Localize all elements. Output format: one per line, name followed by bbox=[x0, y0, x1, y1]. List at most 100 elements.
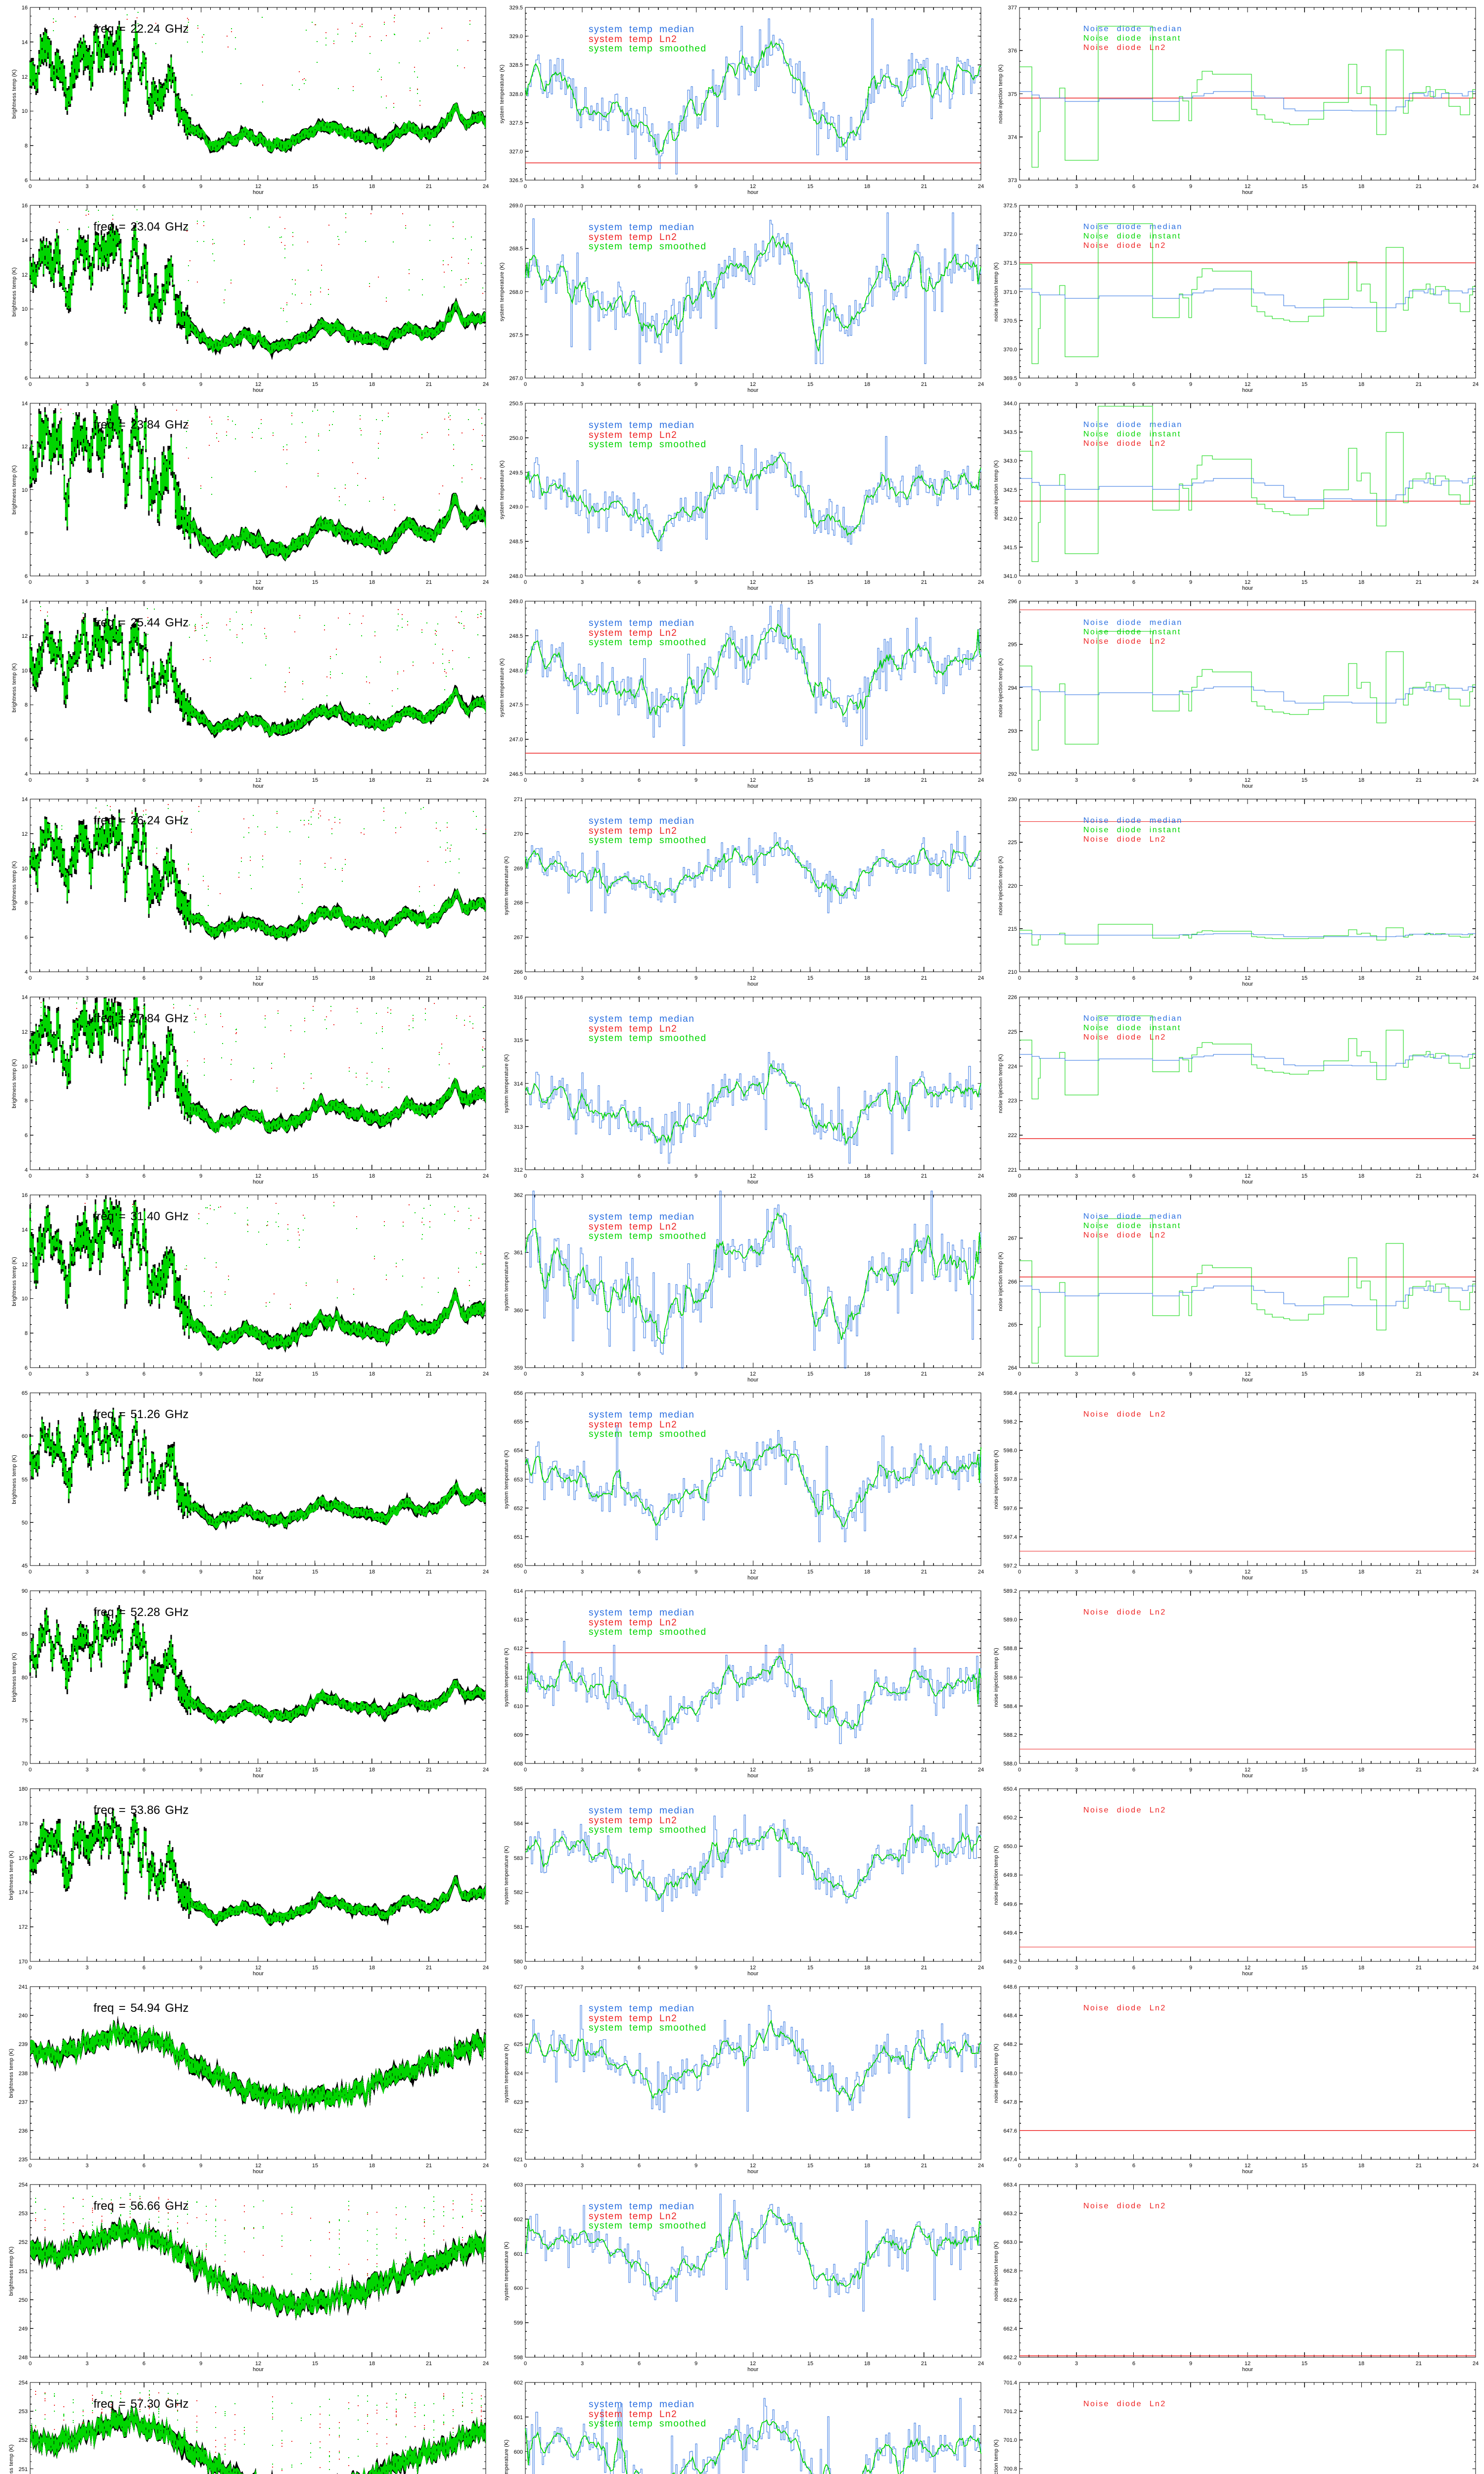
svg-text:238: 238 bbox=[19, 2071, 28, 2077]
svg-text:Noise diode Ln2: Noise diode Ln2 bbox=[1083, 2400, 1166, 2408]
svg-text:system temp median: system temp median bbox=[589, 618, 695, 628]
svg-text:6: 6 bbox=[25, 573, 28, 579]
svg-text:598.0: 598.0 bbox=[1003, 1448, 1017, 1454]
svg-text:Noise diode instant: Noise diode instant bbox=[1083, 430, 1181, 438]
svg-text:3: 3 bbox=[86, 1767, 89, 1773]
svg-text:0: 0 bbox=[29, 2163, 32, 2169]
svg-text:hour: hour bbox=[253, 1179, 264, 1185]
svg-text:45: 45 bbox=[22, 1563, 28, 1569]
svg-text:noise injection temp (K): noise injection temp (K) bbox=[998, 64, 1004, 124]
svg-text:hour: hour bbox=[747, 1575, 758, 1581]
svg-text:21: 21 bbox=[426, 2163, 432, 2169]
svg-text:noise injection temp (K): noise injection temp (K) bbox=[993, 2241, 999, 2301]
svg-text:613: 613 bbox=[514, 1617, 523, 1623]
svg-text:9: 9 bbox=[695, 381, 697, 387]
svg-text:626: 626 bbox=[514, 2013, 523, 2019]
svg-text:Noise diode Ln2: Noise diode Ln2 bbox=[1083, 1608, 1166, 1617]
svg-text:6: 6 bbox=[142, 1173, 145, 1179]
svg-text:24: 24 bbox=[483, 1569, 489, 1575]
svg-text:588.4: 588.4 bbox=[1003, 1704, 1017, 1710]
svg-text:freq = 26.24 GHz: freq = 26.24 GHz bbox=[93, 814, 188, 827]
svg-text:system temp median: system temp median bbox=[589, 1212, 695, 1222]
svg-text:6: 6 bbox=[142, 184, 145, 190]
svg-text:hour: hour bbox=[1242, 2169, 1253, 2175]
svg-text:15: 15 bbox=[807, 2361, 813, 2367]
svg-text:hour: hour bbox=[253, 981, 264, 987]
svg-text:654: 654 bbox=[514, 1448, 523, 1454]
svg-text:21: 21 bbox=[426, 381, 432, 387]
svg-text:system temp median: system temp median bbox=[589, 1608, 695, 1618]
svg-text:24: 24 bbox=[1473, 777, 1479, 783]
svg-text:24: 24 bbox=[1473, 1173, 1479, 1179]
svg-text:172: 172 bbox=[19, 1924, 28, 1930]
svg-text:system temp smoothed: system temp smoothed bbox=[589, 439, 706, 450]
svg-text:system temp smoothed: system temp smoothed bbox=[589, 1627, 706, 1637]
svg-text:662.6: 662.6 bbox=[1003, 2297, 1017, 2303]
svg-text:brightness temp (K): brightness temp (K) bbox=[8, 2048, 14, 2098]
svg-text:248.0: 248.0 bbox=[509, 573, 523, 579]
svg-text:3: 3 bbox=[581, 184, 584, 190]
svg-text:15: 15 bbox=[1301, 975, 1307, 981]
svg-text:343.5: 343.5 bbox=[1003, 429, 1017, 435]
svg-text:21: 21 bbox=[426, 2361, 432, 2367]
svg-text:601: 601 bbox=[514, 2415, 523, 2421]
svg-text:250.0: 250.0 bbox=[509, 435, 523, 441]
svg-text:12: 12 bbox=[750, 2361, 756, 2367]
svg-text:220: 220 bbox=[1008, 883, 1017, 889]
svg-text:18: 18 bbox=[369, 184, 375, 190]
svg-text:12: 12 bbox=[255, 1569, 261, 1575]
svg-text:12: 12 bbox=[255, 579, 261, 585]
svg-text:312: 312 bbox=[514, 1167, 523, 1173]
svg-text:313: 313 bbox=[514, 1124, 523, 1130]
svg-text:21: 21 bbox=[426, 975, 432, 981]
svg-text:600: 600 bbox=[514, 2285, 523, 2291]
svg-text:0: 0 bbox=[524, 1965, 527, 1971]
svg-text:3: 3 bbox=[1075, 2361, 1078, 2367]
svg-text:18: 18 bbox=[1358, 1767, 1364, 1773]
svg-text:10: 10 bbox=[22, 1296, 28, 1302]
svg-text:noise injection temp (K): noise injection temp (K) bbox=[993, 460, 999, 520]
svg-text:12: 12 bbox=[1245, 1173, 1251, 1179]
svg-text:system temp Ln2: system temp Ln2 bbox=[589, 1420, 677, 1430]
svg-text:24: 24 bbox=[978, 1767, 984, 1773]
svg-text:6: 6 bbox=[25, 737, 28, 743]
svg-text:3: 3 bbox=[1075, 184, 1078, 190]
svg-text:6: 6 bbox=[638, 2361, 641, 2367]
svg-text:system temp Ln2: system temp Ln2 bbox=[589, 1618, 677, 1628]
svg-text:265: 265 bbox=[1008, 1322, 1017, 1328]
svg-text:14: 14 bbox=[22, 401, 28, 407]
svg-text:12: 12 bbox=[750, 1173, 756, 1179]
svg-text:21: 21 bbox=[921, 579, 927, 585]
svg-text:14: 14 bbox=[22, 797, 28, 803]
svg-text:24: 24 bbox=[978, 777, 984, 783]
svg-text:268: 268 bbox=[514, 900, 523, 906]
svg-text:253: 253 bbox=[19, 2409, 28, 2415]
svg-text:6: 6 bbox=[142, 381, 145, 387]
svg-text:24: 24 bbox=[483, 2361, 489, 2367]
svg-text:hour: hour bbox=[1242, 783, 1253, 789]
svg-text:0: 0 bbox=[1018, 184, 1021, 190]
svg-text:10: 10 bbox=[22, 668, 28, 674]
svg-text:0: 0 bbox=[1018, 1173, 1021, 1179]
svg-text:hour: hour bbox=[253, 585, 264, 591]
svg-text:18: 18 bbox=[1358, 777, 1364, 783]
svg-text:18: 18 bbox=[369, 1371, 375, 1377]
svg-text:316: 316 bbox=[514, 995, 523, 1000]
svg-text:6: 6 bbox=[1132, 1569, 1135, 1575]
svg-text:hour: hour bbox=[747, 1971, 758, 1977]
svg-text:21: 21 bbox=[921, 1569, 927, 1575]
svg-text:hour: hour bbox=[1242, 1179, 1253, 1185]
svg-text:16: 16 bbox=[22, 203, 28, 209]
svg-text:0: 0 bbox=[1018, 1569, 1021, 1575]
svg-text:8: 8 bbox=[25, 702, 28, 708]
svg-text:system temperature (K): system temperature (K) bbox=[504, 1054, 510, 1113]
svg-text:6: 6 bbox=[638, 381, 641, 387]
svg-text:0: 0 bbox=[524, 579, 527, 585]
svg-text:Noise diode Ln2: Noise diode Ln2 bbox=[1083, 2004, 1166, 2012]
svg-text:18: 18 bbox=[369, 579, 375, 585]
svg-text:18: 18 bbox=[1358, 381, 1364, 387]
svg-text:21: 21 bbox=[921, 1965, 927, 1971]
svg-text:freq = 53.86 GHz: freq = 53.86 GHz bbox=[93, 1804, 188, 1817]
svg-text:Noise diode instant: Noise diode instant bbox=[1083, 1024, 1181, 1032]
svg-text:18: 18 bbox=[369, 975, 375, 981]
